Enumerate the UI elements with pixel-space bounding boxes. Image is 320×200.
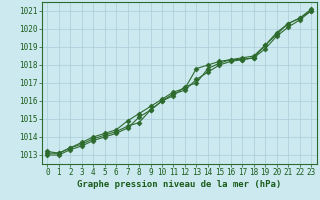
X-axis label: Graphe pression niveau de la mer (hPa): Graphe pression niveau de la mer (hPa) <box>77 180 281 189</box>
